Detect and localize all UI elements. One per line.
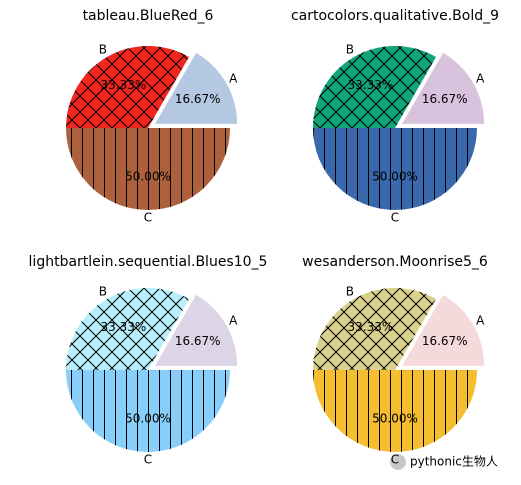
value-label: 50.00% [372,412,418,426]
slice-label: A [476,71,485,85]
value-label: 16.67% [422,334,468,348]
pie-slice [402,52,485,124]
slice-hatch [313,288,436,370]
pie-slice [155,294,238,366]
watermark-icon [390,454,406,470]
value-label: 16.67% [422,92,468,106]
value-label: 33.33% [348,320,394,334]
slice-hatch [313,370,477,452]
slice-label: B [99,42,107,56]
slice-label: B [99,284,107,298]
value-label: 33.33% [101,320,147,334]
chart-title: lightbartlein.sequential.Blues10_5 [29,254,268,270]
slice-label: C [144,211,152,225]
pie-slice [402,294,485,366]
slice-label: B [346,284,354,298]
slice-hatch [312,46,436,128]
value-label: 50.00% [372,170,418,184]
slice-hatch [313,128,477,210]
chart-title: tableau.BlueRed_6 [83,8,214,24]
slice-hatch [66,46,189,129]
slice-hatch [66,370,230,452]
value-label: 50.00% [125,412,171,426]
value-label: 16.67% [175,334,221,348]
slice-label: C [144,453,152,467]
value-label: 16.67% [175,92,221,106]
slice-hatch [66,128,230,210]
value-label: 33.33% [101,78,147,92]
pie-slice [155,52,238,124]
slice-label: B [346,42,354,56]
chart-title: cartocolors.qualitative.Bold_9 [291,8,499,24]
chart-title: wesanderson.Moonrise5_6 [302,254,488,270]
value-label: 33.33% [348,78,394,92]
slice-label: A [476,313,485,327]
watermark: pythonic生物人 [390,454,498,470]
slice-label: C [391,453,399,467]
slice-label: C [391,211,399,225]
slice-label: A [229,71,238,85]
value-label: 50.00% [125,170,171,184]
slice-hatch [66,288,189,370]
slice-label: A [229,313,238,327]
watermark-text: pythonic生物人 [410,455,498,469]
